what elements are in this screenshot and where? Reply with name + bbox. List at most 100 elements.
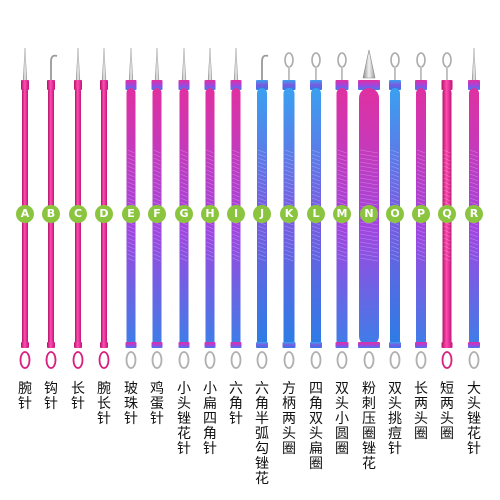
loop-tip — [311, 52, 321, 68]
knurl-line — [469, 241, 479, 246]
knurl-line — [232, 229, 240, 234]
knurl-line — [284, 153, 294, 158]
tool-name-label: 六角半弧勾锉花 — [255, 381, 269, 487]
knurl-line — [232, 185, 240, 190]
ferrule — [100, 80, 108, 90]
ferrule — [151, 80, 163, 90]
knurl-line — [257, 189, 267, 194]
knurl-line — [337, 245, 347, 250]
bottom-collar — [230, 342, 242, 348]
tool-name-label: 钩针 — [44, 381, 58, 412]
knurl-line — [359, 229, 379, 234]
knurl-line — [232, 161, 240, 166]
knurl-line — [359, 165, 379, 170]
knurl-line — [153, 229, 161, 234]
knurl-line — [390, 161, 400, 166]
knurl-line — [127, 169, 135, 174]
knurl-line — [257, 185, 267, 190]
hook-tip — [261, 54, 269, 82]
knurl-line — [469, 181, 479, 186]
ferrule — [230, 80, 242, 90]
knurl-line — [284, 229, 294, 234]
tool-name-label: 方柄两头圈 — [282, 381, 296, 457]
knurl-line — [206, 253, 214, 258]
knurl-line — [153, 201, 161, 206]
tool-name-label: 鸡蛋针 — [150, 381, 164, 427]
knurl-line — [153, 185, 161, 190]
tool-letter-badge: J — [253, 205, 271, 223]
knurl-line — [337, 157, 347, 162]
knurl-line — [390, 201, 400, 206]
knurl-line — [359, 245, 379, 250]
knurl-line — [443, 189, 451, 194]
knurl-line — [232, 193, 240, 198]
knurl-line — [127, 241, 135, 246]
knurl-line — [311, 229, 321, 234]
knurl-line — [180, 157, 188, 162]
bottom-loop — [310, 351, 322, 369]
knurl-line — [257, 149, 267, 154]
knurl-line — [180, 249, 188, 254]
knurl-line — [232, 249, 240, 254]
ferrule — [256, 80, 268, 90]
knurl-line — [257, 177, 267, 182]
bottom-loop — [98, 351, 110, 369]
knurl-line — [206, 257, 214, 262]
knurl-line — [180, 241, 188, 246]
bottom-collar — [415, 342, 427, 348]
knurl-line — [311, 245, 321, 250]
knurl-line — [284, 185, 294, 190]
knurl-line — [311, 241, 321, 246]
knurl-line — [180, 181, 188, 186]
knurl-line — [232, 177, 240, 182]
knurl-line — [416, 173, 426, 178]
bottom-collar — [468, 342, 480, 348]
knurl-line — [257, 153, 267, 158]
knurl-line — [337, 173, 347, 178]
knurl-line — [127, 185, 135, 190]
knurl-line — [127, 249, 135, 254]
knurl-line — [337, 153, 347, 158]
knurl-line — [416, 161, 426, 166]
knurl-line — [206, 237, 214, 242]
knurl-line — [153, 161, 161, 166]
bottom-loop — [389, 351, 401, 369]
tool-name-label: 短两头圈 — [440, 381, 454, 442]
knurl-line — [153, 181, 161, 186]
knurl-line — [284, 233, 294, 238]
knurl-line — [257, 257, 267, 262]
knurl-line — [311, 165, 321, 170]
knurl-line — [153, 237, 161, 242]
knurl-line — [206, 153, 214, 158]
knurl-line — [311, 237, 321, 242]
knurl-line — [257, 173, 267, 178]
knurl-line — [337, 185, 347, 190]
knurl-line — [359, 149, 379, 154]
bottom-collar — [389, 342, 401, 348]
knurl-line — [443, 237, 451, 242]
tool-letter-badge: G — [175, 205, 193, 223]
knurl-line — [257, 253, 267, 258]
knurl-line — [284, 197, 294, 202]
bottom-collar — [21, 342, 29, 348]
ferrule — [335, 80, 349, 90]
loop-tip — [442, 52, 452, 68]
knurl-line — [469, 173, 479, 178]
knurl-line — [443, 165, 451, 170]
knurl-line — [127, 149, 135, 154]
knurl-line — [284, 245, 294, 250]
knurl-line — [311, 153, 321, 158]
knurl-line — [180, 169, 188, 174]
knurl-line — [469, 253, 479, 258]
knurl-line — [311, 233, 321, 238]
knurl-line — [257, 161, 267, 166]
knurl-line — [153, 225, 161, 230]
knurl-line — [180, 173, 188, 178]
tip-neck — [341, 66, 343, 80]
knurl-line — [416, 189, 426, 194]
knurl-line — [337, 193, 347, 198]
tool-letter-badge: D — [95, 205, 113, 223]
needle-tip — [128, 47, 134, 83]
tool-name-label: 长针 — [71, 381, 85, 412]
loop-tip — [337, 52, 347, 68]
